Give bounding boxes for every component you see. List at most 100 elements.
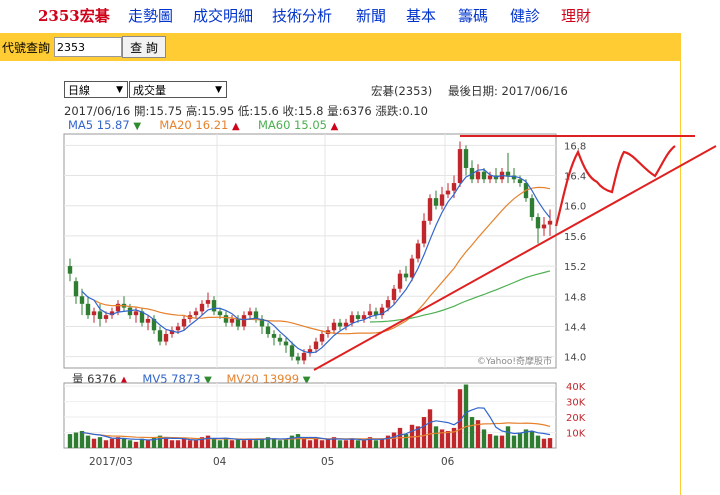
candle-body xyxy=(145,318,151,323)
volume-bar xyxy=(355,440,361,448)
indicator-select-value: 成交量 xyxy=(133,84,166,97)
ohlc-summary: 2017/06/16 開:15.75 高:15.95 低:15.6 收:15.8… xyxy=(64,104,428,118)
query-bar: 代號查詢 查 詢 xyxy=(0,33,680,61)
candle-body xyxy=(379,307,385,316)
volume-bar xyxy=(379,438,385,448)
volume-bar xyxy=(181,438,187,448)
volume-bar xyxy=(469,417,475,448)
nav-finance[interactable]: 理財 xyxy=(561,7,592,25)
volume-bar xyxy=(241,440,247,448)
nav-trade-detail[interactable]: 成交明細 xyxy=(193,7,254,25)
volume-bar xyxy=(199,437,205,448)
ma20-line xyxy=(93,186,551,335)
indicator-select[interactable]: 成交量 ▼ xyxy=(129,81,227,98)
volume-bar xyxy=(463,384,469,448)
mv5-line xyxy=(81,407,551,441)
candle-body xyxy=(349,315,355,323)
volume-bar xyxy=(205,435,211,448)
candle-body xyxy=(355,315,361,319)
volume-bar xyxy=(79,430,85,448)
volume-bar xyxy=(439,429,445,448)
ma60-arrow-icon: ▲ xyxy=(330,121,339,132)
candle-body xyxy=(475,171,481,180)
mv20-line xyxy=(81,422,551,440)
volume-bar xyxy=(523,429,529,448)
volume-bar xyxy=(505,426,511,448)
candle-body xyxy=(169,330,175,335)
candle-body xyxy=(79,296,85,304)
ma5-arrow-icon: ▼ xyxy=(133,121,142,132)
candle-body xyxy=(229,318,235,323)
volume-bar xyxy=(187,440,193,448)
candle-body xyxy=(505,171,511,176)
query-label: 代號查詢 xyxy=(2,41,51,55)
volume-tick-label: 10K xyxy=(566,429,586,440)
candle-body xyxy=(139,311,145,323)
volume-bar xyxy=(535,435,541,448)
candle-body xyxy=(259,318,265,327)
x-tick-label: 2017/03 xyxy=(89,456,133,468)
candle-body xyxy=(391,288,397,301)
candle-body xyxy=(103,315,109,319)
volume-bar xyxy=(511,435,517,448)
volume-bar xyxy=(457,389,463,448)
price-tick-label: 14.8 xyxy=(564,292,586,303)
candle-body xyxy=(517,179,523,184)
price-tick-label: 16.8 xyxy=(564,141,586,152)
nav-basic[interactable]: 基本 xyxy=(406,7,437,25)
candle-body xyxy=(367,311,373,316)
volume-bar xyxy=(115,437,121,448)
candle-body xyxy=(535,217,541,229)
x-tick-label: 04 xyxy=(213,456,227,468)
volume-bar xyxy=(157,435,163,448)
stock-name: 宏碁(2353) xyxy=(371,84,433,98)
candle-body xyxy=(241,315,247,327)
nav-health[interactable]: 健診 xyxy=(510,7,541,25)
period-select-value: 日線 xyxy=(68,84,90,97)
price-tick-label: 15.2 xyxy=(564,262,586,273)
candle-body xyxy=(397,273,403,289)
candle-body xyxy=(85,303,91,316)
nav-trend[interactable]: 走勢圖 xyxy=(128,7,174,25)
watermark-text: ©Yahoo!奇摩股市 xyxy=(477,355,552,367)
volume-bar xyxy=(547,438,553,448)
volume-bar xyxy=(289,435,295,448)
volume-bar xyxy=(229,440,235,448)
candle-body xyxy=(331,322,337,331)
candle-body xyxy=(451,183,457,191)
volume-tick-label: 40K xyxy=(566,382,586,393)
stock-code-input[interactable] xyxy=(54,37,122,57)
volume-bar xyxy=(361,440,367,448)
period-select[interactable]: 日線 ▼ xyxy=(64,81,128,98)
ma5-legend: MA5 15.87 xyxy=(68,118,130,132)
candle-body xyxy=(301,352,307,361)
volume-bar xyxy=(253,440,259,448)
volume-bar xyxy=(319,440,325,448)
volume-bar xyxy=(367,437,373,448)
candle-body xyxy=(511,175,517,180)
volume-bar xyxy=(223,438,229,448)
nav-technical[interactable]: 技術分析 xyxy=(272,7,333,25)
candle-body xyxy=(199,303,205,312)
nav-chips[interactable]: 籌碼 xyxy=(458,7,489,25)
candle-body xyxy=(133,311,139,316)
candle-body xyxy=(445,190,451,195)
volume-bar xyxy=(109,438,115,448)
candle-body xyxy=(247,311,253,316)
candle-body xyxy=(457,149,463,184)
volume-bar xyxy=(277,440,283,448)
nav-news[interactable]: 新聞 xyxy=(356,7,387,25)
candle-body xyxy=(223,315,229,323)
volume-bar xyxy=(67,434,73,448)
candle-body xyxy=(307,349,313,353)
volume-bar xyxy=(529,430,535,448)
candle-body xyxy=(91,311,97,316)
candle-body xyxy=(313,341,319,350)
volume-bar xyxy=(433,426,439,448)
query-button[interactable]: 查 詢 xyxy=(122,36,166,58)
volume-bar xyxy=(271,438,277,448)
volume-bar xyxy=(247,438,253,448)
mv20-arrow-icon: ▼ xyxy=(302,375,311,386)
volume-tick-label: 30K xyxy=(566,398,586,409)
candle-body xyxy=(127,307,133,316)
